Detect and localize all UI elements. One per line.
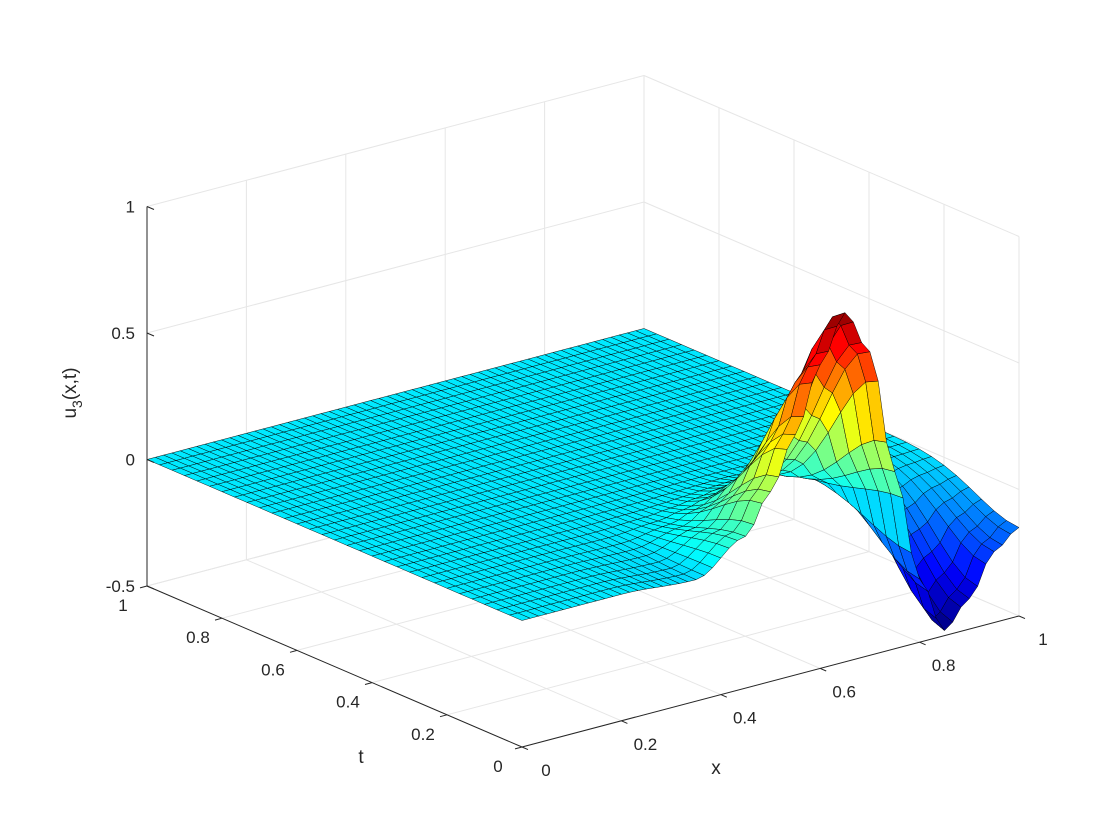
x-tick-mark xyxy=(1018,615,1026,620)
t-axis-label: t xyxy=(358,747,364,768)
z-axis-label-rest: (x,t) xyxy=(60,367,81,400)
surface-patch xyxy=(509,612,531,621)
z-tick-mark xyxy=(146,332,155,337)
z-axis-label-sub: 3 xyxy=(69,400,85,408)
t-tick-labels: 0 0.2 0.4 0.6 0.8 1 xyxy=(118,585,523,776)
t-tick-label: 0.2 xyxy=(411,725,435,744)
z-tick-mark xyxy=(146,585,155,590)
x-tick-mark xyxy=(621,720,628,724)
z-tick-label: 0.5 xyxy=(111,324,135,343)
z-tick-label: 0 xyxy=(126,451,135,470)
z-tick-label: 1 xyxy=(126,198,135,217)
t-tick-mark xyxy=(364,682,373,685)
surface-mesh xyxy=(146,312,1020,631)
z-tick-mark xyxy=(146,206,155,210)
t-tick-label: 0.6 xyxy=(261,660,285,679)
grid-line-wall-z xyxy=(146,75,645,207)
z-axis-label-base: u xyxy=(60,408,81,419)
t-axis-line xyxy=(146,585,523,748)
t-tick-label: 0.8 xyxy=(186,628,210,647)
grid-line-wall-z xyxy=(643,201,1020,364)
x-tick-label: 0.2 xyxy=(634,735,658,754)
t-tick-mark xyxy=(214,617,223,621)
z-tick-label: -0.5 xyxy=(106,577,135,596)
x-tick-mark xyxy=(720,694,727,698)
x-axis-line xyxy=(521,615,1020,748)
x-tick-label: 1 xyxy=(1038,630,1047,649)
t-tick-label: 0 xyxy=(493,757,502,776)
z-tick-mark xyxy=(146,459,155,463)
x-tick-mark xyxy=(919,641,926,646)
z-axis-label: u3(x,t) xyxy=(60,367,85,418)
grid-line-wall-z xyxy=(643,75,1020,237)
grid-line-floor-t xyxy=(446,583,945,716)
t-tick-label: 1 xyxy=(118,596,127,615)
t-tick-mark xyxy=(514,746,523,750)
x-tick-label: 0.4 xyxy=(733,709,757,728)
x-tick-label: 0 xyxy=(541,761,550,780)
t-tick-label: 0.4 xyxy=(336,693,360,712)
x-tick-label: 0.6 xyxy=(832,682,856,701)
x-tick-mark xyxy=(521,746,529,751)
t-tick-mark xyxy=(289,649,298,653)
axes-lines xyxy=(146,206,1020,748)
z-tick-labels: -0.5 0 0.5 1 xyxy=(106,198,155,596)
x-tick-mark xyxy=(820,667,827,672)
x-tick-labels: 0 0.2 0.4 0.6 0.8 1 xyxy=(521,615,1048,780)
grid-line-wall-z xyxy=(146,201,645,334)
x-tick-label: 0.8 xyxy=(932,656,956,675)
t-tick-mark xyxy=(439,714,448,718)
t-tick-mark xyxy=(139,585,148,589)
grid-line-floor-t xyxy=(371,551,870,684)
x-axis-label: x xyxy=(711,758,721,779)
grid-line-floor-x xyxy=(246,559,622,722)
